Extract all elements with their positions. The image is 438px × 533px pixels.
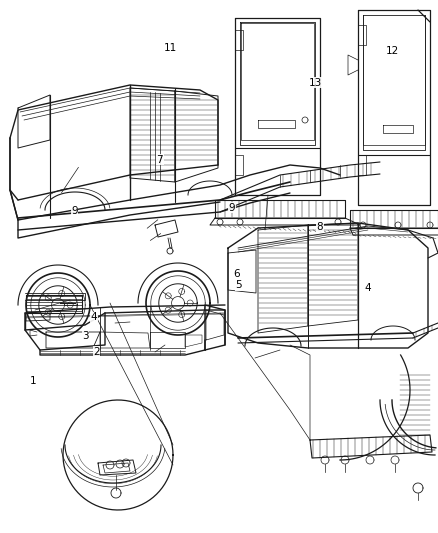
Text: 9: 9 [229,203,236,213]
Text: 11: 11 [164,43,177,53]
Text: 7: 7 [156,155,163,165]
Text: 5: 5 [235,280,242,290]
Text: 3: 3 [82,331,89,341]
Text: 2: 2 [93,347,100,357]
Text: 8: 8 [316,222,323,231]
Text: 6: 6 [233,270,240,279]
Text: 4: 4 [91,312,98,322]
Text: 1: 1 [29,376,36,386]
Text: 13: 13 [309,78,322,87]
Text: 9: 9 [71,206,78,215]
Text: 12: 12 [385,46,399,55]
Text: 4: 4 [364,283,371,293]
